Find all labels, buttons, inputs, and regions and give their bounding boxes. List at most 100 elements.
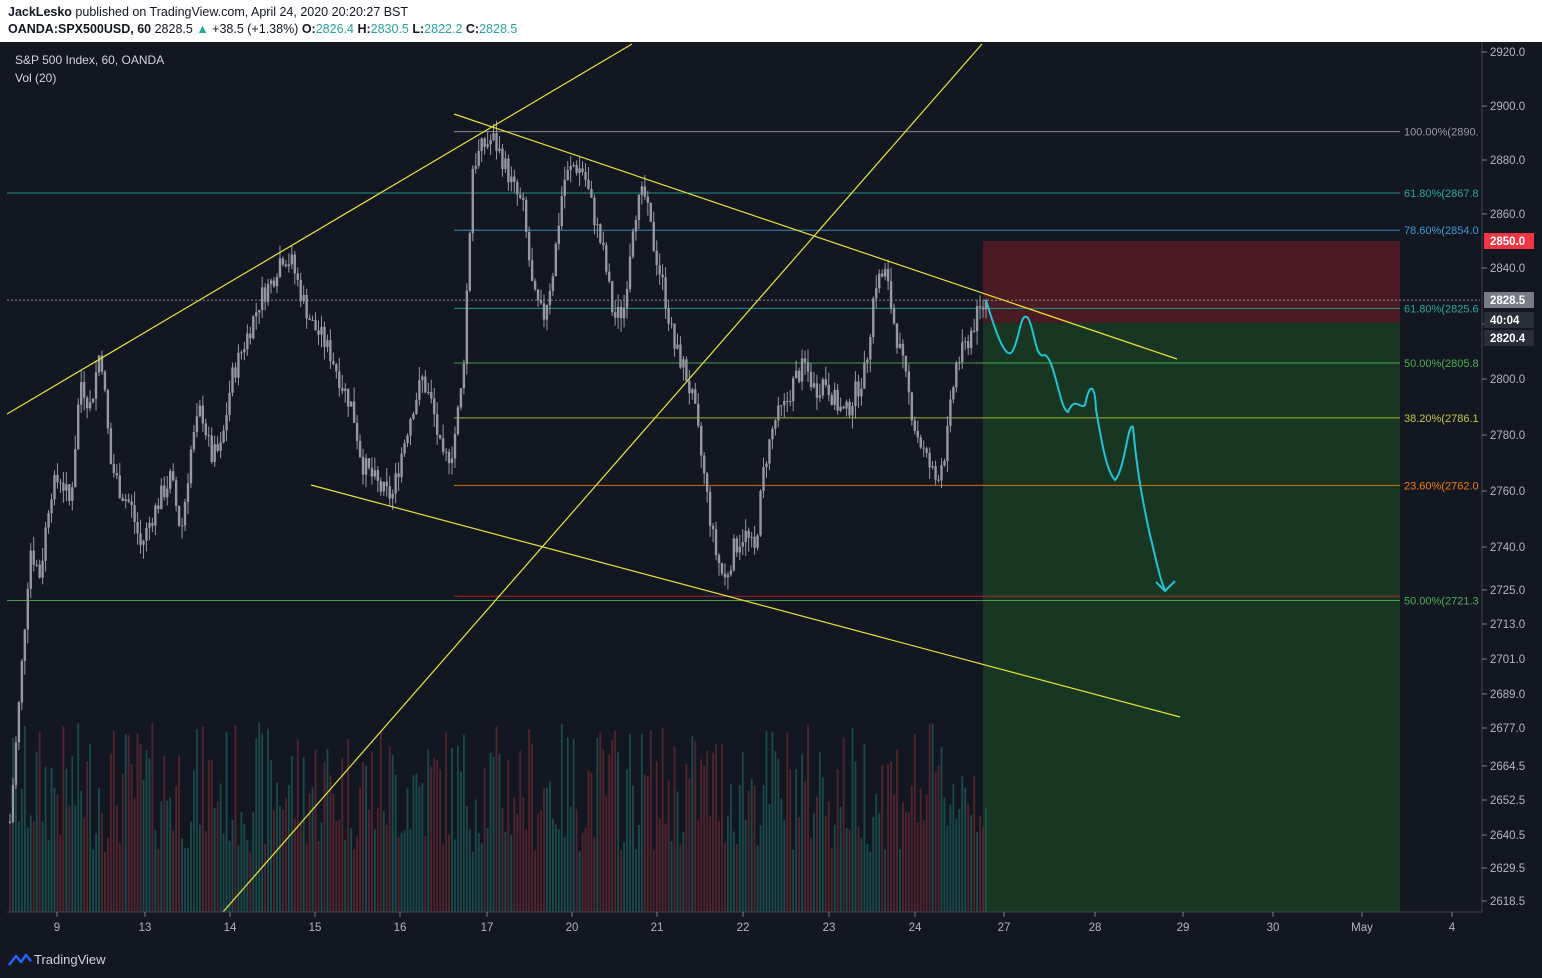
time-tick-label: 21 — [651, 922, 664, 934]
candle-body — [524, 199, 528, 232]
volume-bar — [729, 783, 732, 912]
candle-body — [934, 466, 937, 480]
candle-body — [880, 273, 884, 277]
candle-body — [290, 254, 294, 265]
candle-body — [560, 196, 563, 226]
volume-bar — [145, 750, 148, 912]
candle-body — [682, 359, 685, 368]
volume-bar — [661, 727, 664, 912]
volume-bar — [899, 849, 901, 912]
volume-bar — [617, 752, 620, 912]
risk-reward-zones[interactable] — [983, 241, 1400, 912]
volume-bar — [127, 735, 130, 912]
price-marker-badge[interactable] — [1484, 330, 1534, 346]
candle-body — [412, 413, 415, 419]
tradingview-logo-icon[interactable] — [8, 952, 32, 968]
candle-body — [246, 333, 249, 350]
candle-body — [851, 405, 854, 416]
volume-bar — [896, 749, 898, 912]
price-axis[interactable]: 2920.02900.02880.02860.02840.02820.02800… — [1481, 42, 1542, 942]
brand-name[interactable]: TradingView — [34, 952, 106, 967]
fib-levels[interactable]: 100.00%(2890. 61.80%(2867.8 78.60%(2854.0 6… — [7, 127, 1480, 608]
volume-bar — [101, 813, 103, 912]
volume-bar — [738, 785, 741, 912]
volume-bar — [326, 749, 329, 912]
price-marker-badge[interactable] — [1484, 233, 1534, 249]
trendline[interactable] — [6, 43, 633, 415]
volume-bar — [184, 847, 186, 912]
volume-bar — [557, 829, 560, 912]
time-tick-label: 24 — [909, 922, 922, 934]
volume-legend[interactable]: Vol (20) — [15, 71, 57, 85]
candle-body — [901, 343, 905, 356]
take-profit-zone[interactable] — [983, 322, 1400, 912]
forecast-path[interactable] — [985, 299, 1176, 593]
trendline[interactable] — [222, 43, 983, 913]
trendlines[interactable] — [6, 43, 1181, 913]
candle-body — [756, 535, 759, 548]
forecast-curve[interactable] — [985, 299, 1166, 591]
price-chart[interactable]: 100.00%(2890. 61.80%(2867.8 78.60%(2854.0 6… — [0, 42, 1542, 942]
candle-body — [789, 401, 792, 403]
volume-bar — [249, 851, 252, 912]
price-marker-label: 2828.5 — [1490, 295, 1526, 307]
price-marker-badge[interactable] — [1484, 312, 1534, 328]
candle-body — [613, 312, 617, 318]
volume-bar — [80, 791, 83, 912]
volume-bar — [62, 726, 65, 912]
volume-bar — [979, 816, 981, 912]
symbol-name[interactable]: OANDA:SPX500USD, 60 — [8, 22, 152, 36]
candle-body — [504, 158, 507, 170]
volume-bar — [231, 820, 234, 912]
volume-bar — [872, 816, 875, 912]
candle-body — [151, 522, 154, 526]
volume-bar — [643, 774, 646, 912]
price-tick-label: 2701.0 — [1490, 654, 1525, 666]
candle-body — [346, 388, 350, 407]
volume-bar — [112, 731, 115, 912]
candle-body — [293, 254, 296, 274]
candle-body — [287, 264, 291, 267]
candle-body — [842, 406, 845, 409]
candle-body — [11, 784, 15, 823]
volume-bar — [9, 820, 11, 912]
candle-body — [219, 442, 222, 451]
volume-bar — [421, 782, 424, 912]
volume-bar — [780, 798, 783, 912]
time-axis[interactable]: 9 13 14 15 16 17 20 21 22 23 24 27 28 29 30 May 4 — [7, 911, 1482, 934]
candle-body — [275, 276, 279, 287]
stop-loss-zone[interactable] — [983, 241, 1400, 323]
author-name[interactable]: JackLesko — [8, 5, 72, 19]
volume-bar — [457, 745, 459, 912]
trendline[interactable] — [453, 113, 1178, 360]
volume-bar — [581, 832, 584, 912]
volume-bar — [700, 759, 703, 912]
price-marker-label: 40:04 — [1490, 315, 1520, 327]
volume-bar — [445, 732, 447, 912]
candle-body — [195, 416, 199, 433]
candle-body — [157, 505, 160, 510]
candle-body — [311, 319, 314, 321]
price-marker-badge[interactable] — [1484, 292, 1534, 308]
volume-bar — [175, 785, 178, 912]
candle-body — [133, 505, 136, 523]
chart-title[interactable]: S&P 500 Index, 60, OANDA — [15, 53, 165, 67]
volume-bar — [744, 819, 747, 912]
volume-bar — [747, 791, 750, 912]
published-text: published on TradingView.com, April 24, … — [75, 5, 409, 19]
candle-body — [860, 388, 863, 397]
candle-body — [243, 349, 246, 353]
volume-bar — [652, 849, 655, 912]
candle-body — [97, 355, 101, 373]
volume-bar — [311, 787, 314, 912]
trendline[interactable] — [310, 484, 1181, 718]
volume-bar — [620, 849, 623, 912]
candle-body — [201, 405, 205, 424]
candle-body — [919, 437, 922, 448]
candle-body — [284, 264, 288, 267]
candle-body — [892, 308, 896, 324]
volume-bar — [26, 827, 29, 912]
volume-bar — [181, 838, 183, 912]
volume-bar — [385, 824, 388, 912]
price-tick-label: 2640.5 — [1490, 830, 1525, 842]
